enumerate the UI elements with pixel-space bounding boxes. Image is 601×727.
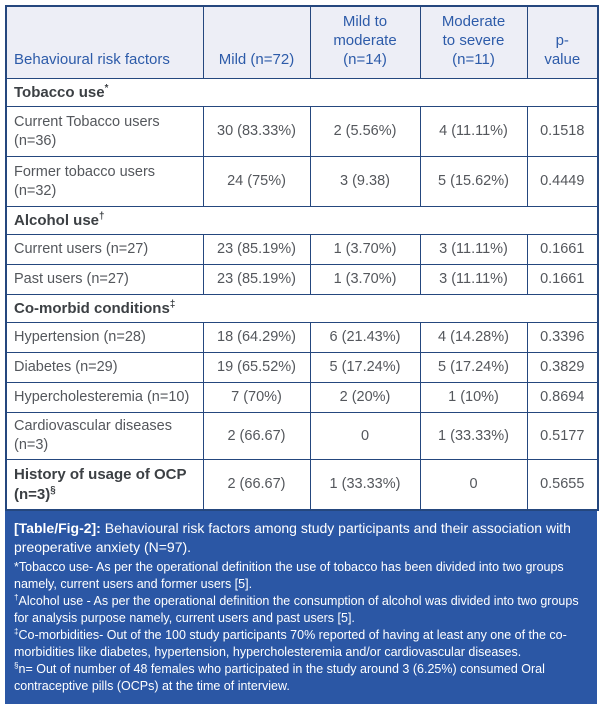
cell-mild-moderate: 2 (5.56%) — [309, 106, 421, 158]
cell-p-value: 0.4449 — [526, 156, 599, 208]
cell-mild-moderate: 6 (21.43%) — [309, 322, 421, 354]
cell-mild: 30 (83.33%) — [202, 106, 311, 158]
cell-mild-moderate: 1 (3.70%) — [309, 234, 421, 266]
footnote-text: Tobacco use- As per the operational defi… — [14, 559, 564, 591]
caption-text: Behavioural risk factors among study par… — [14, 519, 571, 556]
cell-mild: 2 (66.67) — [202, 412, 311, 461]
table-row-current-users: Current users (n=27) 23 (85.19%) 1 (3.70… — [5, 234, 599, 266]
table-row-hypertension: Hypertension (n=28) 18 (64.29%) 6 (21.43… — [5, 322, 599, 354]
table-row-cardiovascular-diseases: Cardiovascular diseases (n=3) 2 (66.67) … — [5, 412, 599, 461]
row-label: Past users (n=27) — [5, 264, 204, 296]
row-label: Diabetes (n=29) — [5, 352, 204, 384]
cell-mild: 7 (70%) — [202, 382, 311, 414]
cell-p-value: 0.3396 — [526, 322, 599, 354]
row-label: Current Tobacco users (n=36) — [5, 106, 204, 158]
table-row-past-users: Past users (n=27) 23 (85.19%) 1 (3.70%) … — [5, 264, 599, 296]
table-caption: [Table/Fig-2]: Behavioural risk factors … — [14, 519, 588, 558]
cell-p-value: 0.5177 — [526, 412, 599, 461]
footnote-ocp: §n= Out of number of 48 females who part… — [14, 661, 588, 695]
section-title: Co-morbid conditions — [14, 300, 170, 318]
table-row-diabetes: Diabetes (n=29) 19 (65.52%) 5 (17.24%) 5… — [5, 352, 599, 384]
cell-moderate-severe: 5 (17.24%) — [419, 352, 528, 384]
row-label: Hypercholesteremia (n=10) — [5, 382, 204, 414]
table-row-hypercholesteremia: Hypercholesteremia (n=10) 7 (70%) 2 (20%… — [5, 382, 599, 414]
header-cell-p-value: p- value — [526, 5, 599, 80]
cell-mild: 18 (64.29%) — [202, 322, 311, 354]
cell-mild: 23 (85.19%) — [202, 234, 311, 266]
cell-mild: 19 (65.52%) — [202, 352, 311, 384]
footnote-text: Alcohol use - As per the operational def… — [14, 593, 579, 625]
footnote-marker: ‡ — [14, 626, 19, 636]
footnote-text: n= Out of number of 48 females who parti… — [14, 661, 545, 693]
row-label: Former tobacco users (n=32) — [5, 156, 204, 208]
cell-moderate-severe: 4 (14.28%) — [419, 322, 528, 354]
cell-moderate-severe: 4 (11.11%) — [419, 106, 528, 158]
cell-moderate-severe: 3 (11.11%) — [419, 264, 528, 296]
footnote-text: Co-morbidities- Out of the 100 study par… — [14, 627, 567, 659]
behavioural-risk-factors-table: Behavioural risk factors Mild (n=72) Mil… — [5, 5, 599, 511]
table-row-current-tobacco-users: Current Tobacco users (n=36) 30 (83.33%)… — [5, 106, 599, 158]
footnote-marker: † — [14, 592, 19, 602]
footnote-marker: * — [14, 559, 19, 574]
section-row-tobacco-use: Tobacco use* — [5, 78, 599, 108]
cell-mild-moderate: 3 (9.38) — [309, 156, 421, 208]
table-row-former-tobacco-users: Former tobacco users (n=32) 24 (75%) 3 (… — [5, 156, 599, 208]
table-header-row: Behavioural risk factors Mild (n=72) Mil… — [5, 5, 599, 80]
cell-p-value: 0.8694 — [526, 382, 599, 414]
row-label: Current users (n=27) — [5, 234, 204, 266]
cell-moderate-severe: 1 (33.33%) — [419, 412, 528, 461]
cell-p-value: 0.3829 — [526, 352, 599, 384]
cell-moderate-severe: 0 — [419, 459, 528, 511]
caption-panel: [Table/Fig-2]: Behavioural risk factors … — [5, 510, 597, 704]
row-label-marker: § — [50, 484, 56, 496]
section-marker: † — [99, 211, 105, 223]
section-row-alcohol-use: Alcohol use† — [5, 206, 599, 236]
cell-mild-moderate: 5 (17.24%) — [309, 352, 421, 384]
row-label: Cardiovascular diseases (n=3) — [5, 412, 204, 461]
footnote-co-morbidities: ‡Co-morbidities- Out of the 100 study pa… — [14, 627, 588, 661]
cell-mild: 2 (66.67) — [202, 459, 311, 511]
header-cell-moderate-to-severe: Moderate to severe (n=11) — [419, 5, 528, 80]
row-label: Hypertension (n=28) — [5, 322, 204, 354]
section-title: Alcohol use — [14, 212, 100, 230]
cell-mild-moderate: 1 (33.33%) — [309, 459, 421, 511]
cell-mild: 24 (75%) — [202, 156, 311, 208]
cell-p-value: 0.1661 — [526, 234, 599, 266]
cell-mild-moderate: 0 — [309, 412, 421, 461]
section-marker: * — [104, 83, 109, 95]
cell-moderate-severe: 5 (15.62%) — [419, 156, 528, 208]
section-marker: ‡ — [169, 299, 176, 311]
cell-p-value: 0.5655 — [526, 459, 599, 511]
cell-mild-moderate: 1 (3.70%) — [309, 264, 421, 296]
section-title: Tobacco use — [14, 84, 105, 102]
table-row-history-of-ocp: History of usage of OCP (n=3)§ 2 (66.67)… — [5, 459, 599, 511]
footnote-tobacco: *Tobacco use- As per the operational def… — [14, 559, 588, 593]
caption-label: [Table/Fig-2]: — [14, 519, 101, 536]
row-label-text: History of usage of OCP (n=3) — [14, 466, 187, 503]
cell-moderate-severe: 3 (11.11%) — [419, 234, 528, 266]
header-cell-mild: Mild (n=72) — [202, 5, 311, 80]
row-label: History of usage of OCP (n=3)§ — [5, 459, 204, 511]
cell-p-value: 0.1518 — [526, 106, 599, 158]
header-cell-risk-factors: Behavioural risk factors — [5, 5, 204, 80]
section-row-co-morbid-conditions: Co-morbid conditions‡ — [5, 294, 599, 324]
cell-mild: 23 (85.19%) — [202, 264, 311, 296]
footnote-marker: § — [14, 660, 19, 670]
header-cell-mild-to-moderate: Mild to moderate (n=14) — [309, 5, 421, 80]
cell-moderate-severe: 1 (10%) — [419, 382, 528, 414]
cell-mild-moderate: 2 (20%) — [309, 382, 421, 414]
cell-p-value: 0.1661 — [526, 264, 599, 296]
footnote-alcohol: †Alcohol use - As per the operational de… — [14, 593, 588, 627]
